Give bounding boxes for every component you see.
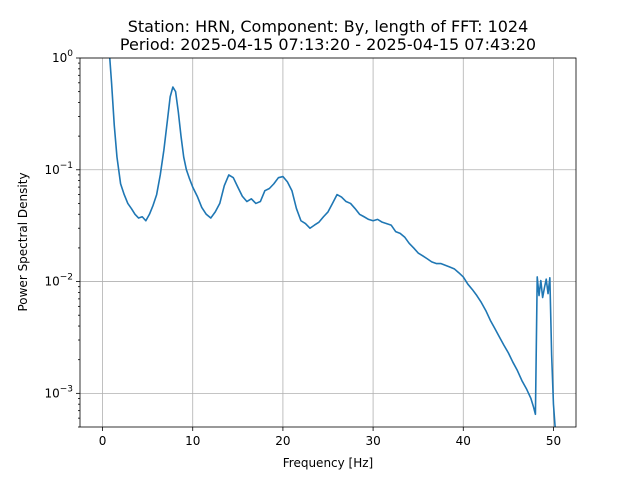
axes-frame [79,57,577,428]
chart-title-line1: Station: HRN, Component: By, length of F… [128,17,529,36]
chart-title-line2: Period: 2025-04-15 07:13:20 - 2025-04-15… [120,35,536,54]
y-tick-label: 10−1 [44,161,73,177]
x-axis-ticks: 0 10 20 30 40 50 [99,427,561,448]
x-tick-label: 0 [99,434,107,448]
x-tick-label: 50 [546,434,561,448]
x-axis-label: Frequency [Hz] [283,456,374,470]
x-tick-label: 30 [365,434,380,448]
y-axis-label: Power Spectral Density [16,172,30,311]
x-tick-label: 20 [275,434,290,448]
y-tick-label: 10−3 [44,384,73,400]
series-layer [108,58,556,427]
y-axis-ticks: 10−3 10−2 10−1 100 [44,49,80,428]
x-tick-label: 40 [456,434,471,448]
y-tick-label: 100 [52,49,73,65]
x-tick-label: 10 [185,434,200,448]
y-tick-label: 10−2 [44,273,73,289]
psd-series-line [108,58,556,427]
